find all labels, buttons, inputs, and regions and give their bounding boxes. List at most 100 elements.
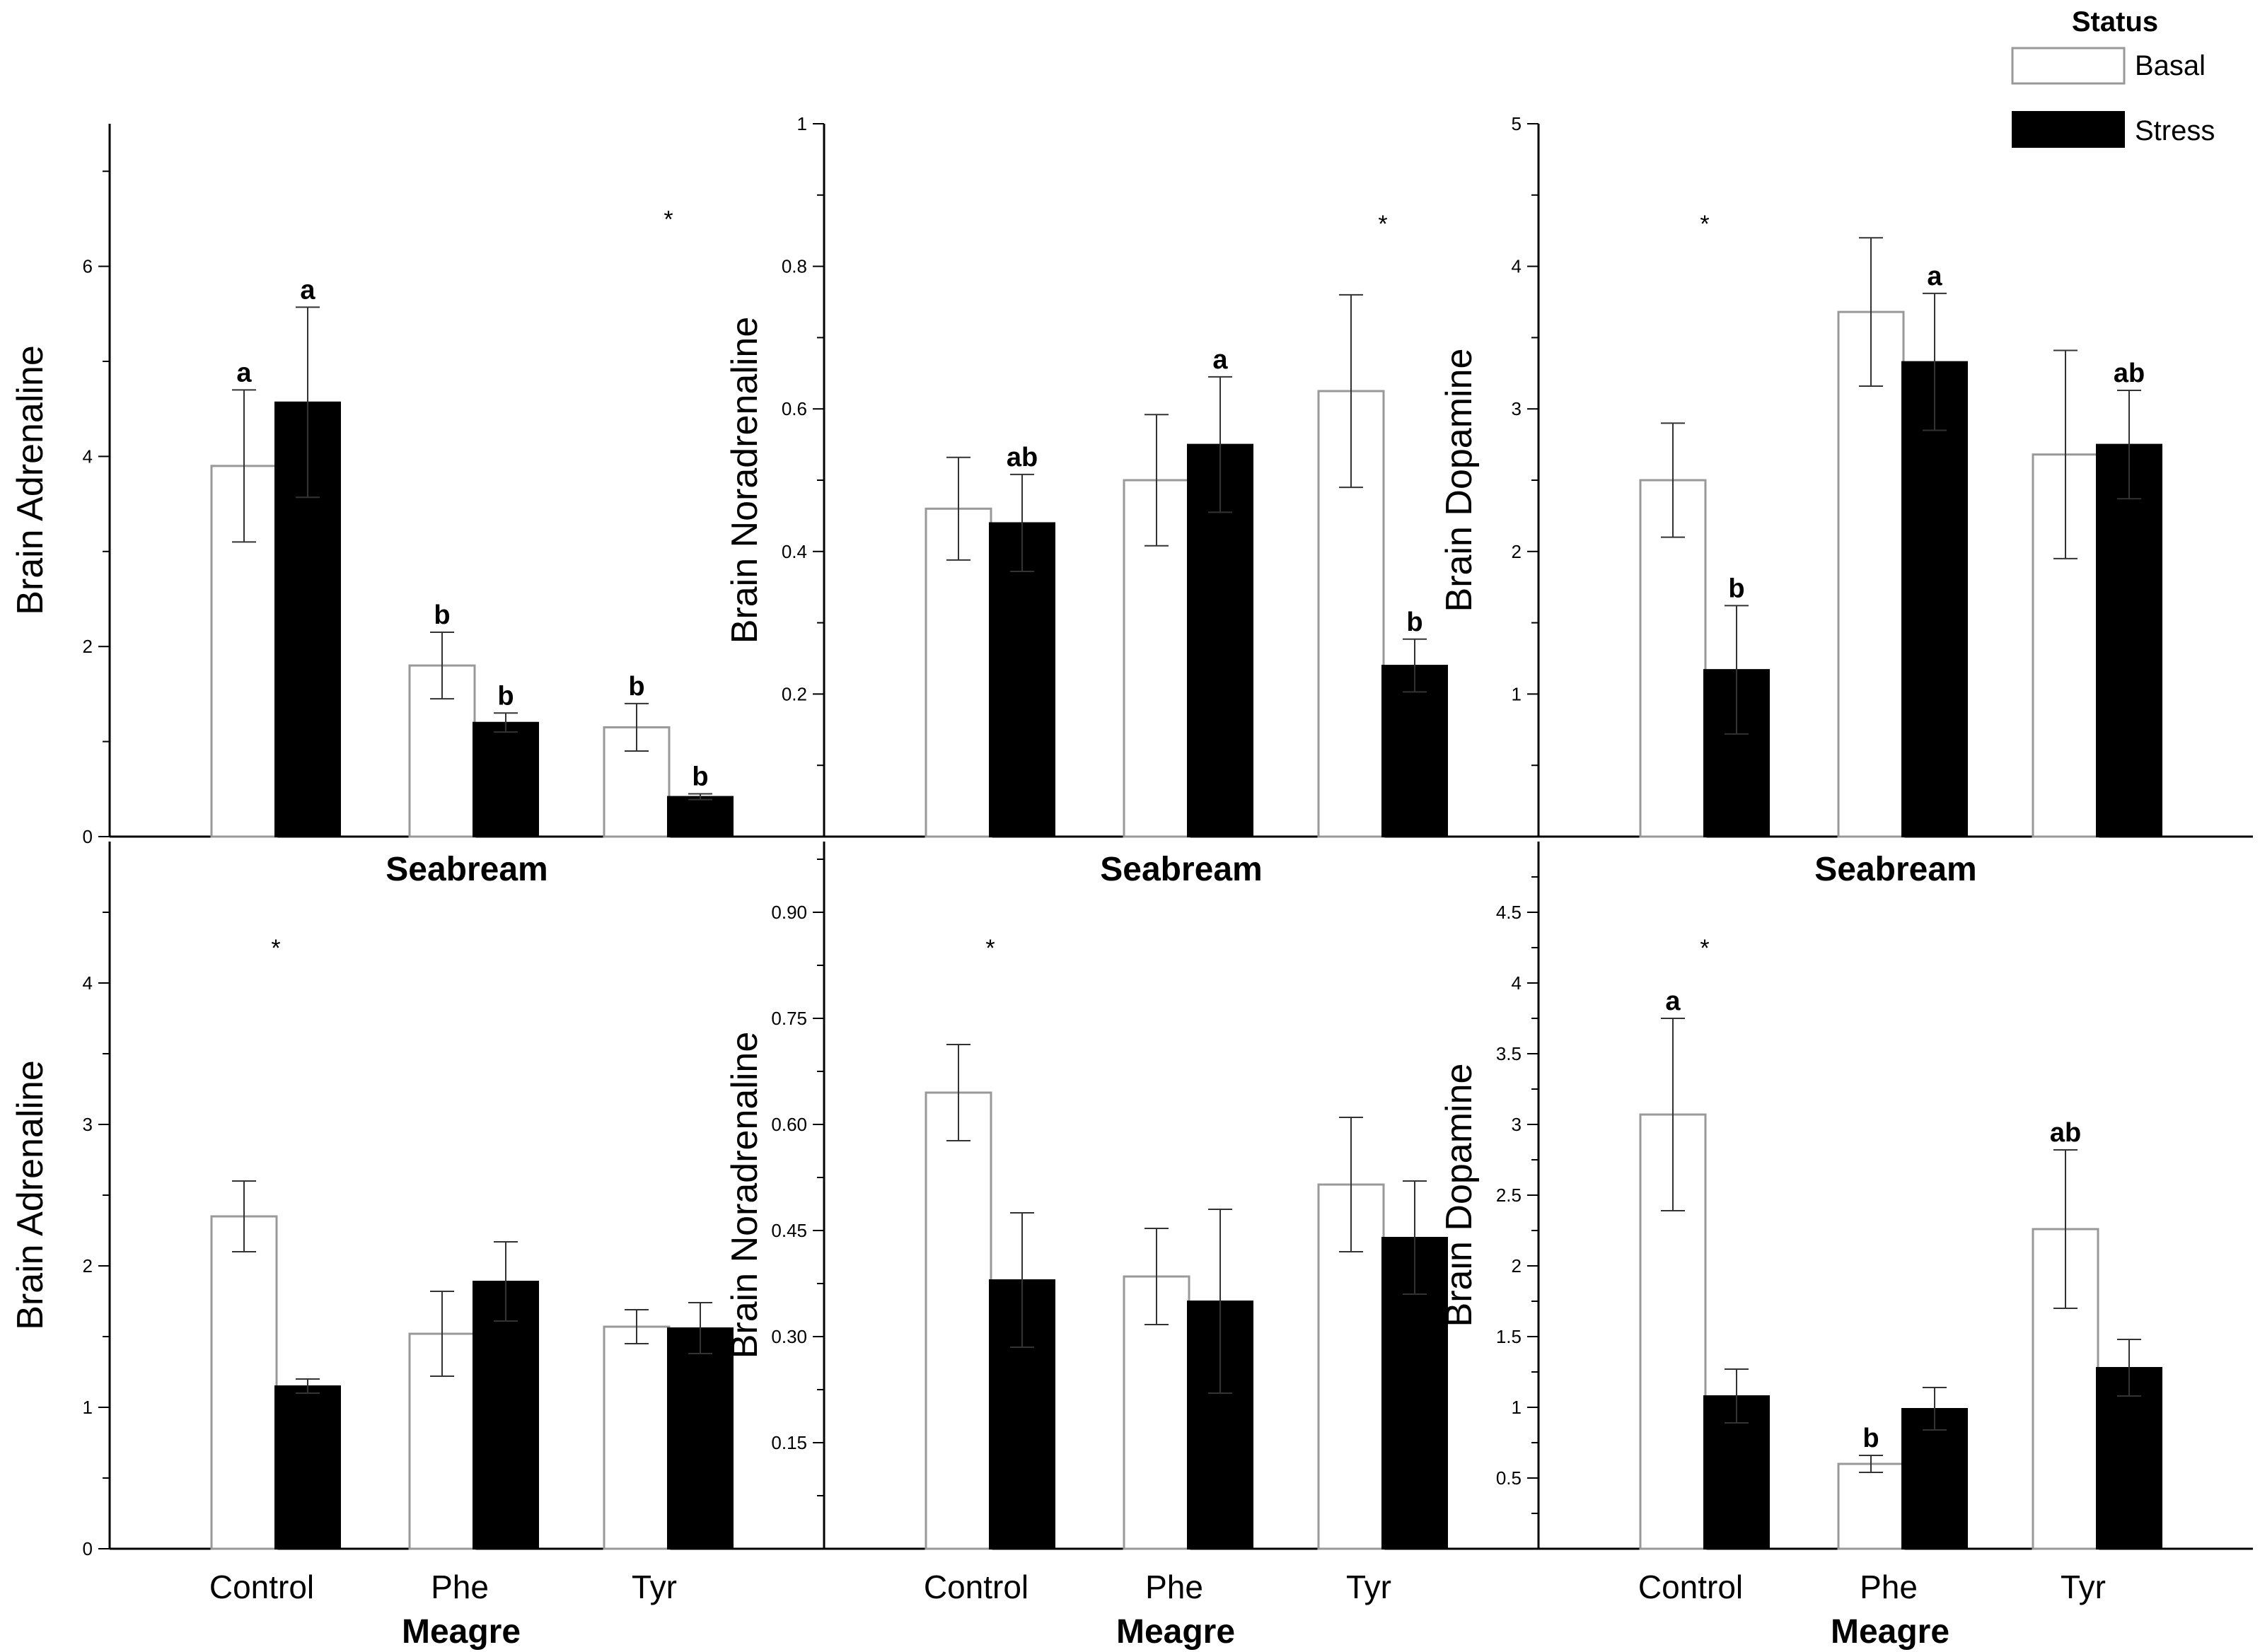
y-axis-title: Brain Adrenaline (10, 1060, 51, 1330)
legend-label-stress: Stress (2135, 115, 2215, 146)
y-tick-label: 0.15 (771, 1432, 807, 1453)
significance-letter: a (300, 275, 315, 305)
y-tick-label: 4 (1512, 256, 1522, 277)
bar-stress-phe (473, 721, 539, 837)
bar-stress-phe (473, 1281, 539, 1549)
significance-asterisk: * (1700, 211, 1709, 238)
x-category-label: Tyr (1346, 1569, 1391, 1605)
bar-basal-control (1639, 479, 1707, 838)
x-axis-title: Meagre (402, 1613, 521, 1651)
y-axis-title: Brain Adrenaline (10, 345, 51, 615)
significance-letter: b (434, 600, 450, 630)
legend-title: Status (2072, 6, 2158, 37)
y-tick-label: 2 (1512, 541, 1522, 562)
y-tick-label: 3.5 (1496, 1043, 1522, 1064)
y-axis-title: Brain Noradrenaline (724, 1032, 765, 1359)
bar-stress-phe (1901, 1408, 1968, 1549)
y-tick-label: 3 (1512, 1114, 1522, 1135)
y-tick-label: 0.6 (782, 398, 807, 419)
y-tick-label: 2.5 (1496, 1185, 1522, 1206)
significance-letter: ab (2050, 1118, 2081, 1148)
y-tick-label: 1 (83, 1397, 93, 1418)
significance-letter: a (1927, 262, 1942, 291)
bar-basal-phe (408, 664, 476, 838)
y-tick-label: 2 (1512, 1255, 1522, 1276)
y-tick-label: 4 (1512, 972, 1522, 994)
x-category-label: Control (924, 1569, 1028, 1605)
bar-basal-tyr (603, 1325, 671, 1550)
y-tick-label: 1 (1512, 1397, 1522, 1418)
significance-letter: a (1665, 987, 1681, 1016)
panel-3: 1 2 3 4 5 Brain Dopamine b a ab * (1439, 113, 2253, 838)
x-category-label: Tyr (632, 1569, 677, 1605)
x-axis-title: Meagre (1116, 1613, 1235, 1651)
y-tick-label: 0.8 (782, 256, 807, 277)
significance-letter: b (497, 681, 514, 711)
y-tick-label: 0.45 (771, 1220, 807, 1241)
x-category-label: Control (209, 1569, 314, 1605)
x-category-label: Phe (1860, 1569, 1918, 1605)
y-tick-label: 0.30 (771, 1326, 807, 1347)
bar-stress-tyr (2096, 1367, 2162, 1549)
significance-asterisk: * (1378, 211, 1387, 238)
bar-basal-phe (1837, 1462, 1905, 1550)
legend-swatch-basal (2011, 47, 2126, 85)
significance-letter: b (1862, 1424, 1879, 1453)
significance-asterisk: * (271, 935, 280, 962)
bar-basal-control (925, 507, 992, 838)
panel-title: Seabream (1100, 851, 1262, 888)
significance-letter: b (1406, 607, 1422, 637)
y-tick-label: 1.5 (1496, 1326, 1522, 1347)
y-tick-label: 6 (83, 256, 93, 277)
legend-swatch-stress (2012, 111, 2125, 148)
y-axis-title: Brain Dopamine (1439, 1064, 1480, 1327)
bar-basal-phe (1837, 310, 1905, 838)
significance-asterisk: * (985, 935, 995, 962)
y-tick-label: 0.60 (771, 1114, 807, 1135)
bar-basal-control (210, 1215, 278, 1550)
bar-basal-control (925, 1091, 992, 1550)
significance-letter: ab (1007, 443, 1038, 472)
bar-stress-phe (1901, 361, 1968, 837)
bar-stress-tyr (667, 1327, 734, 1549)
legend: Status Basal Stress (2011, 6, 2215, 148)
x-category-label: Tyr (2061, 1569, 2106, 1605)
y-tick-label: 4 (83, 446, 93, 467)
significance-asterisk: * (663, 206, 673, 233)
y-tick-label: 3 (83, 1114, 93, 1135)
y-tick-label: 2 (83, 636, 93, 657)
significance-letter: a (1212, 345, 1228, 375)
y-tick-label: 0 (83, 826, 93, 847)
bar-stress-control (989, 522, 1055, 837)
panel-5: 0.15 0.30 0.45 0.60 0.75 0.90 Brain Noradrenal… (724, 842, 1538, 1651)
bar-stress-tyr (667, 796, 734, 838)
y-tick-label: 2 (83, 1255, 93, 1276)
panel-title: Seabream (1814, 851, 1976, 888)
y-tick-label: 1 (797, 113, 807, 134)
panel-4: 0 1 2 3 4 Brain Adrenaline Seabream * Control Phe… (10, 842, 824, 1651)
bar-basal-phe (408, 1332, 476, 1550)
panel-1: 0 2 4 6 Brain Adrenaline a a b b b b * (10, 124, 824, 847)
significance-asterisk: * (1700, 935, 1709, 962)
significance-letter: a (236, 358, 252, 388)
y-axis-title: Brain Dopamine (1439, 349, 1480, 612)
x-category-label: Control (1638, 1569, 1743, 1605)
y-tick-label: 4 (83, 972, 93, 994)
y-tick-label: 0.75 (771, 1008, 807, 1029)
y-tick-label: 3 (1512, 398, 1522, 419)
significance-letter: ab (2114, 359, 2145, 388)
x-category-label: Phe (1145, 1569, 1203, 1605)
significance-letter: b (1728, 574, 1744, 603)
bar-stress-tyr (1381, 665, 1448, 838)
y-tick-label: 5 (1512, 113, 1522, 134)
x-axis-title: Meagre (1831, 1613, 1949, 1651)
bar-stress-tyr (2096, 443, 2162, 837)
bar-stress-control (274, 1385, 341, 1549)
x-category-label: Phe (431, 1569, 489, 1605)
panel-title: Seabream (386, 851, 547, 888)
y-tick-label: 0.5 (1496, 1467, 1522, 1489)
y-axis-title: Brain Noradrenaline (724, 317, 765, 644)
